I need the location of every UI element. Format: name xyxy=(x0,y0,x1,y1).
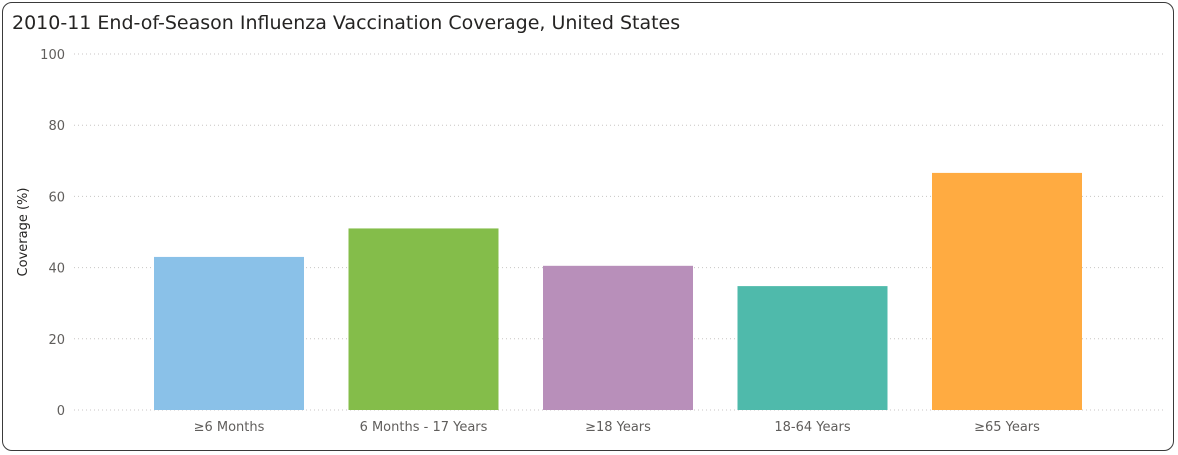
x-tick-label: 6 Months - 17 Years xyxy=(360,420,488,435)
bar[interactable] xyxy=(737,286,888,410)
y-tick-label: 80 xyxy=(48,119,65,134)
y-tick-label: 0 xyxy=(57,404,65,419)
y-tick-label: 60 xyxy=(48,190,65,205)
x-axis-ticks: ≥6 Months 6 Months - 17 Years ≥18 Years 18-… xyxy=(194,420,1041,435)
x-tick-label: ≥18 Years xyxy=(585,420,651,435)
x-tick-label: ≥6 Months xyxy=(194,420,265,435)
y-tick-label: 20 xyxy=(48,333,65,348)
y-tick-label: 40 xyxy=(48,262,65,277)
bar[interactable] xyxy=(932,172,1082,410)
x-tick-label: ≥65 Years xyxy=(974,420,1040,435)
y-axis-ticks: 0 20 40 60 80 100 xyxy=(40,48,65,419)
chart-title: 2010-11 End-of-Season Influenza Vaccinat… xyxy=(12,12,681,34)
bar[interactable] xyxy=(154,256,304,410)
bars xyxy=(154,172,1082,410)
bar[interactable] xyxy=(543,265,693,410)
bar[interactable] xyxy=(348,228,499,410)
y-tick-label: 100 xyxy=(40,48,65,63)
y-axis-label: Coverage (%) xyxy=(16,188,31,277)
x-tick-label: 18-64 Years xyxy=(774,420,850,435)
